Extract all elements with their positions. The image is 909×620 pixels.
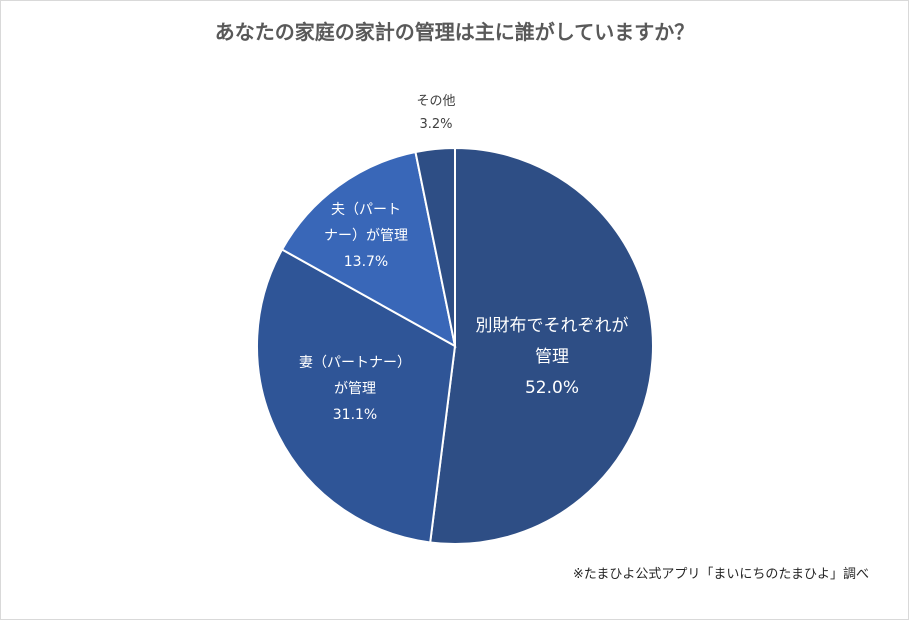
slice-label-line: 夫（パート bbox=[331, 202, 401, 218]
slice-label-line: 管理 bbox=[535, 347, 569, 367]
slice-label-line: ナー）が管理 bbox=[324, 228, 408, 244]
slice-label-line: 別財布でそれぞれが bbox=[475, 316, 629, 336]
pie-slice-husband bbox=[280, 150, 457, 348]
slice-label-line: が管理 bbox=[334, 381, 376, 397]
slice-value-label: 13.7% bbox=[343, 254, 389, 270]
slice-label-husband: 夫（パート ナー）が管理 13.7% bbox=[296, 203, 436, 281]
slice-label-separate: 別財布でそれぞれが 管理 52.0% bbox=[452, 318, 652, 411]
pie-slice-wife bbox=[256, 248, 457, 544]
chart-title: あなたの家庭の家計の管理は主に誰がしていますか？ bbox=[214, 20, 695, 44]
slice-label-other: その他 3.2% bbox=[396, 95, 476, 141]
pie-slice-separate bbox=[429, 146, 654, 545]
slice-label-wife: 妻（パートナー） が管理 31.1% bbox=[270, 356, 440, 434]
slice-label-line: その他 bbox=[416, 94, 456, 109]
slice-label-line: 妻（パートナー） bbox=[299, 355, 411, 371]
slice-value-label: 31.1% bbox=[332, 407, 378, 423]
source-note: ※たまひよ公式アプリ「まいにちのたまひよ」調べ bbox=[572, 567, 869, 582]
slice-value-label: 3.2% bbox=[419, 117, 453, 132]
slice-value-label: 52.0% bbox=[524, 378, 579, 398]
pie-slice-other bbox=[414, 146, 456, 347]
